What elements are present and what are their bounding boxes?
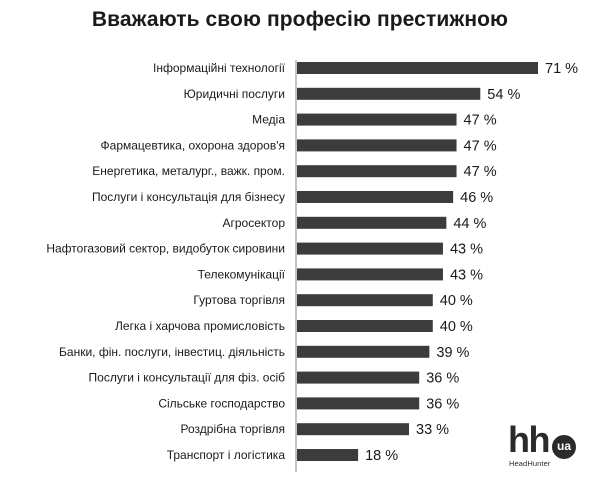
bar: [297, 371, 420, 384]
category-label: Роздрібна торгівля: [181, 422, 285, 436]
bar: [297, 268, 443, 281]
category-label: Послуги і консультація для бізнесу: [92, 190, 285, 204]
value-label: 36 %: [426, 396, 459, 412]
category-label: Фармацевтика, охорона здоров'я: [101, 138, 285, 152]
logo-hh-text: hh: [508, 419, 550, 460]
category-label: Інформаційні технології: [153, 61, 286, 75]
bar: [297, 449, 359, 461]
value-label: 39 %: [436, 345, 469, 361]
category-label: Нафтогазовий сектор, видобуток сировини: [46, 242, 285, 256]
bar: [297, 397, 420, 410]
value-label: 18 %: [365, 448, 398, 464]
value-label: 47 %: [464, 138, 497, 154]
value-label: 46 %: [460, 190, 493, 206]
bars-group: Інформаційні технології 71 % Юридичні посл…: [46, 61, 578, 464]
bar: [297, 423, 410, 436]
value-label: 47 %: [464, 113, 497, 129]
value-label: 40 %: [440, 319, 473, 335]
bar: [297, 165, 457, 178]
category-label: Легка і харчова промисловість: [115, 319, 285, 333]
category-label: Транспорт і логістика: [167, 448, 286, 462]
category-label: Сільське господарство: [158, 396, 285, 410]
value-label: 54 %: [487, 87, 520, 103]
headhunter-logo: hh ua HeadHunter: [508, 420, 588, 472]
category-label: Послуги і консультації для фіз. осіб: [89, 371, 286, 385]
value-label: 40 %: [440, 293, 473, 309]
value-label: 36 %: [426, 371, 459, 387]
bar: [297, 139, 457, 152]
category-label: Гуртова торгівля: [193, 293, 285, 307]
value-label: 47 %: [464, 164, 497, 180]
bar: [297, 242, 443, 255]
chart-title: Вважають свою професію престижною: [91, 8, 509, 31]
category-label: Агросектор: [223, 216, 286, 230]
logo-subtext: HeadHunter: [509, 459, 551, 468]
bar: [297, 62, 538, 74]
bar: [297, 191, 454, 203]
bar: [297, 294, 433, 307]
value-label: 43 %: [450, 267, 483, 283]
bar: [297, 113, 457, 126]
value-label: 33 %: [416, 422, 449, 438]
bar: [297, 320, 433, 332]
value-label: 44 %: [453, 216, 486, 232]
category-label: Телекомунікації: [198, 267, 286, 281]
value-label: 43 %: [450, 242, 483, 258]
logo-ua-badge: ua: [552, 435, 576, 459]
bar: [297, 87, 481, 100]
category-label: Енергетика, металург., важк. пром.: [92, 164, 285, 178]
category-label: Банки, фін. послуги, інвестиц. діяльніст…: [59, 345, 285, 359]
bar: [297, 345, 430, 358]
bar: [297, 216, 447, 229]
category-label: Юридичні послуги: [184, 87, 285, 101]
category-label: Медіа: [252, 113, 285, 127]
value-label: 71 %: [545, 61, 578, 77]
